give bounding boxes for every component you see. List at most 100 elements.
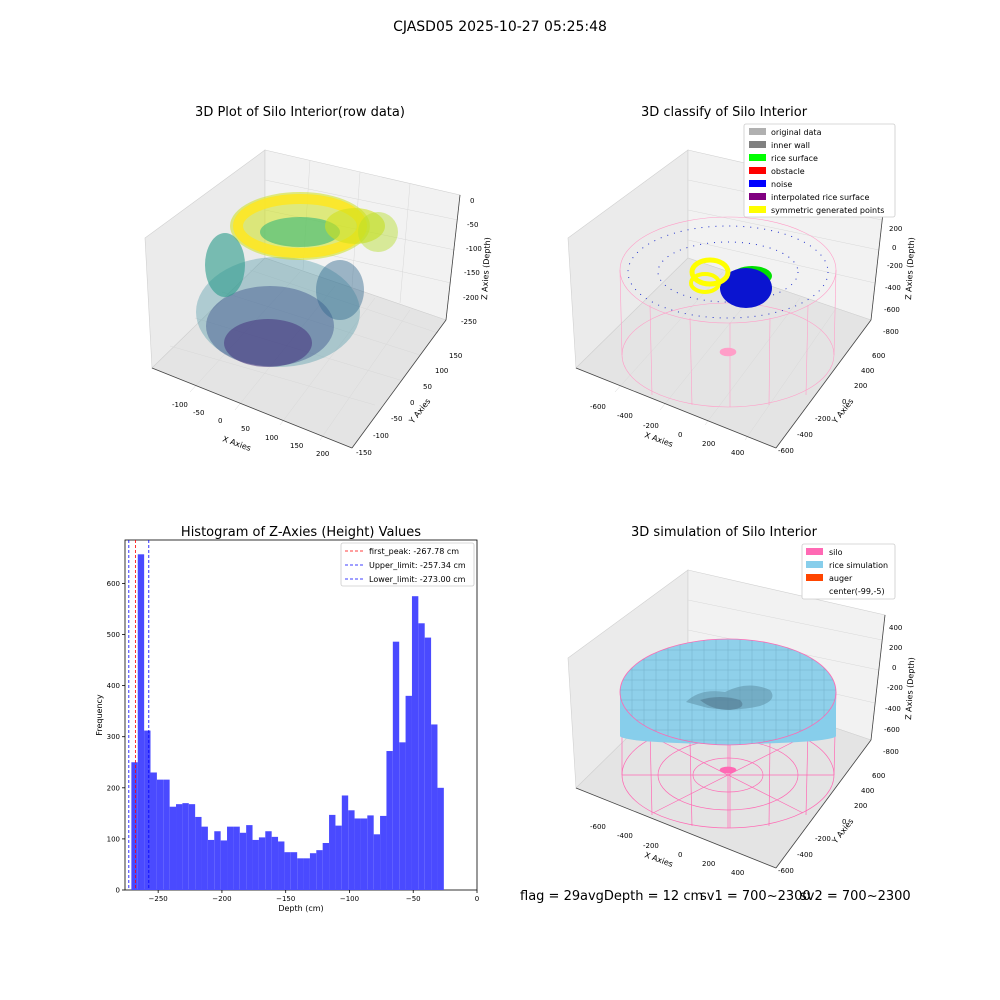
svg-text:-200: -200 bbox=[887, 262, 903, 270]
histogram-y-tick-label: 200 bbox=[107, 784, 120, 792]
svg-text:150: 150 bbox=[449, 352, 462, 360]
simulation-y-tick-labels: -600 -400 -200 0 200 400 600 bbox=[778, 772, 885, 875]
classify-panel-title: 3D classify of Silo Interior bbox=[641, 105, 808, 120]
classify-3d-panel: 3D classify of Silo Interior bbox=[567, 105, 916, 457]
histogram-y-tick-label: 400 bbox=[107, 682, 120, 690]
legend-center-label: center(-99,-5) bbox=[829, 587, 885, 596]
svg-text:-100: -100 bbox=[172, 401, 188, 409]
histogram-bar bbox=[290, 852, 298, 890]
svg-text:600: 600 bbox=[872, 772, 885, 780]
histogram-bar bbox=[195, 816, 202, 890]
svg-text:-800: -800 bbox=[883, 328, 899, 336]
svg-text:-600: -600 bbox=[884, 726, 900, 734]
svg-text:-100: -100 bbox=[373, 432, 389, 440]
histogram-bar bbox=[144, 730, 151, 890]
svg-text:0: 0 bbox=[892, 244, 896, 252]
svg-text:400: 400 bbox=[889, 624, 902, 632]
raw-panel-title: 3D Plot of Silo Interior(row data) bbox=[195, 105, 405, 120]
simulation-rice-surface bbox=[619, 638, 837, 746]
svg-text:-50: -50 bbox=[391, 415, 402, 423]
legend-upper-limit: Upper_limit: -257.34 cm bbox=[369, 561, 466, 570]
legend-first-peak: first_peak: -267.78 cm bbox=[369, 547, 459, 556]
svg-text:200: 200 bbox=[889, 225, 902, 233]
svg-text:-200: -200 bbox=[463, 294, 479, 302]
svg-text:-200: -200 bbox=[887, 684, 903, 692]
raw-x-tick-labels: -100 -50 0 50 100 150 200 bbox=[172, 401, 329, 458]
svg-text:auger: auger bbox=[829, 574, 853, 583]
svg-text:0: 0 bbox=[842, 818, 846, 826]
svg-text:-600: -600 bbox=[778, 447, 794, 455]
legend-swatch-noise bbox=[749, 180, 766, 187]
histogram-bar bbox=[297, 858, 304, 890]
histogram-bar bbox=[437, 787, 444, 890]
histogram-bar bbox=[201, 826, 208, 890]
footer-avg-depth: avgDepth = 12 cm bbox=[580, 889, 704, 904]
histogram-bar bbox=[354, 818, 361, 890]
legend-swatch-inner-wall bbox=[749, 141, 766, 148]
histogram-bar bbox=[176, 804, 183, 890]
histogram-bar bbox=[188, 804, 196, 890]
legend-swatch-obstacle bbox=[749, 167, 766, 174]
histogram-bar bbox=[348, 810, 355, 890]
histogram-bar bbox=[329, 814, 336, 890]
histogram-bar bbox=[360, 818, 368, 890]
svg-text:-100: -100 bbox=[466, 245, 482, 253]
classify-silo-wireframe bbox=[619, 216, 837, 408]
svg-text:200: 200 bbox=[316, 450, 329, 458]
histogram-x-tick-label: −100 bbox=[340, 895, 359, 903]
raw-z-tick-labels: 0 -50 -100 -150 -200 -250 bbox=[461, 197, 482, 326]
svg-text:-800: -800 bbox=[883, 748, 899, 756]
histogram-panel: Histogram of Z-Axies (Height) Values −25… bbox=[95, 525, 479, 913]
svg-text:-200: -200 bbox=[643, 422, 659, 430]
histogram-bar bbox=[258, 837, 266, 890]
classify-x-tick-labels: -600 -400 -200 0 200 400 bbox=[590, 403, 744, 457]
svg-text:200: 200 bbox=[702, 440, 715, 448]
svg-text:obstacle: obstacle bbox=[771, 167, 805, 176]
legend-lower-limit: Lower_limit: -273.00 cm bbox=[369, 575, 466, 584]
svg-text:-600: -600 bbox=[778, 867, 794, 875]
raw-z-label: Z Axies (Depth) bbox=[480, 237, 492, 300]
histogram-bar bbox=[424, 637, 432, 890]
histogram-reference-lines bbox=[128, 540, 150, 890]
histogram-bar bbox=[373, 834, 381, 890]
histogram-bar bbox=[233, 826, 240, 890]
svg-text:200: 200 bbox=[854, 382, 867, 390]
classify-rice-surface-points bbox=[627, 225, 829, 319]
simulation-legend: silo rice simulation auger center(-99,-5… bbox=[801, 543, 896, 600]
histogram-bar bbox=[137, 554, 145, 890]
svg-text:400: 400 bbox=[731, 869, 744, 877]
legend-swatch-auger bbox=[806, 574, 823, 581]
legend-swatch-symmetric-generated-points bbox=[749, 206, 766, 213]
histogram-bar bbox=[431, 724, 438, 890]
histogram-y-ticks: 0 100 200 300 400 500 600 bbox=[107, 580, 125, 895]
svg-text:-400: -400 bbox=[617, 412, 633, 420]
svg-text:-400: -400 bbox=[885, 284, 901, 292]
footer-sv1: sv1 = 700~2300 bbox=[700, 889, 811, 904]
svg-text:-400: -400 bbox=[797, 431, 813, 439]
histogram-bar bbox=[367, 815, 374, 890]
histogram-bar bbox=[246, 825, 253, 890]
histogram-bar bbox=[303, 858, 310, 890]
histogram-bar bbox=[156, 779, 164, 890]
svg-text:rice surface: rice surface bbox=[771, 154, 818, 163]
raw-3d-panel: 3D Plot of Silo Interior(row data) bbox=[144, 105, 492, 458]
svg-text:100: 100 bbox=[435, 367, 448, 375]
svg-text:inner wall: inner wall bbox=[771, 141, 810, 150]
legend-swatch-interpolated-rice-surface bbox=[749, 193, 766, 200]
histogram-bar bbox=[284, 852, 291, 890]
histogram-bar bbox=[265, 831, 272, 890]
simulation-z-tick-labels: 400 200 0 -200 -400 -600 -800 bbox=[883, 624, 903, 756]
svg-text:-200: -200 bbox=[643, 842, 659, 850]
svg-text:-600: -600 bbox=[884, 306, 900, 314]
histogram-bar bbox=[163, 779, 170, 890]
svg-text:-400: -400 bbox=[885, 705, 901, 713]
classify-x-label: X Axies bbox=[643, 430, 674, 449]
histogram-bar bbox=[169, 806, 177, 890]
figure-suptitle: CJASD05 2025-10-27 05:25:48 bbox=[393, 19, 607, 35]
legend-swatch-rice-surface bbox=[749, 154, 766, 161]
histogram-x-tick-label: −200 bbox=[212, 895, 231, 903]
simulation-x-tick-labels: -600 -400 -200 0 200 400 bbox=[590, 823, 744, 877]
svg-text:-50: -50 bbox=[467, 221, 478, 229]
svg-text:150: 150 bbox=[290, 442, 303, 450]
classify-y-tick-labels: -600 -400 -200 0 200 400 600 bbox=[778, 352, 885, 455]
